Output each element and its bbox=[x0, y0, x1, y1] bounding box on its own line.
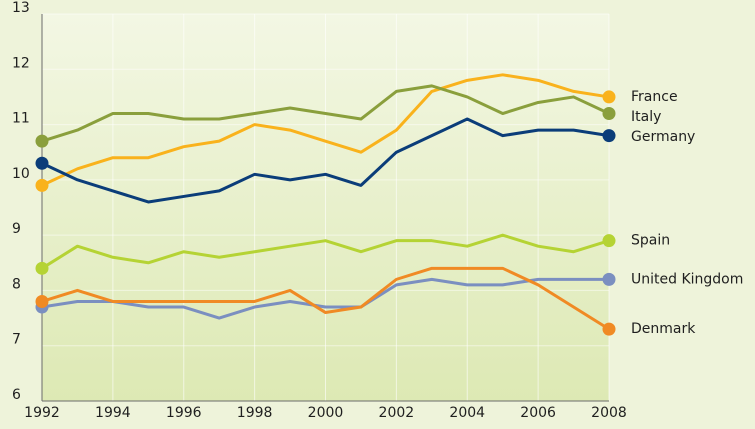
end-marker bbox=[602, 107, 616, 121]
legend-label: Denmark bbox=[631, 321, 696, 337]
legend-label: United Kingdom bbox=[631, 271, 743, 287]
series-line bbox=[41, 73, 610, 187]
y-tick-label: 6 bbox=[12, 387, 21, 403]
x-tick-label: 1992 bbox=[24, 405, 60, 421]
x-tick-label: 1996 bbox=[166, 405, 202, 421]
x-tick-label: 2002 bbox=[379, 405, 415, 421]
end-marker bbox=[35, 261, 49, 275]
y-tick-label: 8 bbox=[12, 276, 21, 292]
y-tick-label: 12 bbox=[12, 55, 30, 71]
y-tick-label: 11 bbox=[12, 111, 30, 127]
legend-label: France bbox=[631, 89, 678, 105]
x-tick-label: 1994 bbox=[95, 405, 131, 421]
end-marker bbox=[35, 294, 49, 308]
end-marker bbox=[602, 322, 616, 336]
y-tick-label: 10 bbox=[12, 166, 30, 182]
end-marker bbox=[602, 90, 616, 104]
legend-label: Italy bbox=[631, 109, 661, 125]
end-marker bbox=[35, 178, 49, 192]
end-marker bbox=[602, 234, 616, 248]
series-line bbox=[41, 84, 610, 143]
y-tick-label: 9 bbox=[12, 221, 21, 237]
series-line bbox=[41, 266, 610, 331]
series-line bbox=[41, 117, 610, 204]
x-tick-label: 1998 bbox=[237, 405, 273, 421]
end-marker bbox=[602, 129, 616, 143]
legend-label: Germany bbox=[631, 129, 695, 145]
series-line bbox=[41, 277, 609, 320]
legend-label: Spain bbox=[631, 233, 670, 249]
x-tick-label: 2008 bbox=[591, 405, 627, 421]
x-tick-label: 2006 bbox=[520, 405, 556, 421]
x-tick-label: 2004 bbox=[449, 405, 485, 421]
end-marker bbox=[35, 156, 49, 170]
end-marker bbox=[35, 134, 49, 148]
x-tick-label: 2000 bbox=[308, 405, 344, 421]
y-tick-label: 7 bbox=[12, 332, 21, 348]
series-line bbox=[41, 233, 610, 270]
y-tick-label: 13 bbox=[12, 0, 30, 16]
end-marker bbox=[602, 272, 616, 286]
